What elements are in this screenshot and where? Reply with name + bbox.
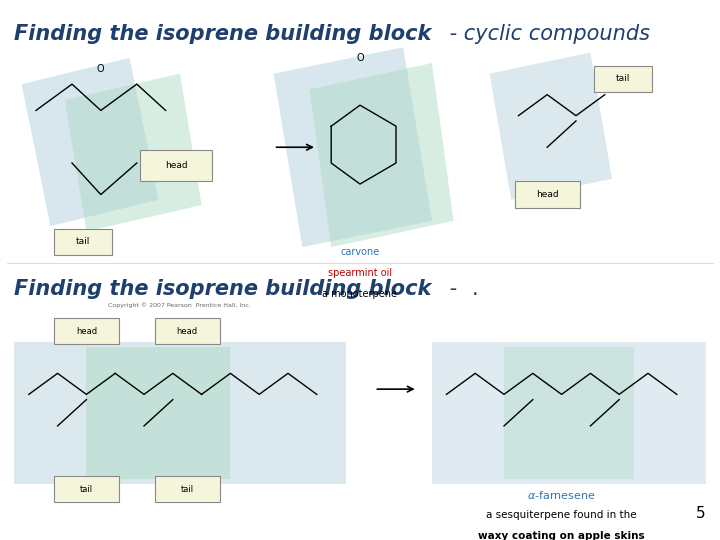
Text: -: - <box>443 279 457 299</box>
FancyBboxPatch shape <box>155 318 220 345</box>
Polygon shape <box>274 48 432 247</box>
Text: head: head <box>176 327 198 336</box>
Text: Finding the isoprene building block: Finding the isoprene building block <box>14 24 432 44</box>
FancyBboxPatch shape <box>54 318 119 345</box>
Text: head: head <box>76 327 97 336</box>
FancyBboxPatch shape <box>432 342 706 484</box>
FancyBboxPatch shape <box>54 229 112 255</box>
Text: head: head <box>165 161 188 170</box>
Polygon shape <box>22 58 158 226</box>
Text: O: O <box>356 53 364 63</box>
Text: Finding the isoprene building block: Finding the isoprene building block <box>14 279 432 299</box>
Text: tail: tail <box>80 484 93 494</box>
Text: spearmint oil: spearmint oil <box>328 268 392 278</box>
Text: tail: tail <box>616 75 630 83</box>
Text: .: . <box>472 279 478 299</box>
Text: 5: 5 <box>696 505 706 521</box>
Polygon shape <box>490 52 612 200</box>
Text: Copyright © 2007 Pearson  Prentice Hall, Inc.: Copyright © 2007 Pearson Prentice Hall, … <box>108 302 251 308</box>
Polygon shape <box>310 63 454 247</box>
Polygon shape <box>65 73 202 231</box>
Text: head: head <box>536 190 559 199</box>
Text: tail: tail <box>181 484 194 494</box>
FancyBboxPatch shape <box>14 342 346 484</box>
Text: waxy coating on apple skins: waxy coating on apple skins <box>478 531 645 540</box>
Text: - cyclic compounds: - cyclic compounds <box>443 24 649 44</box>
FancyBboxPatch shape <box>86 347 230 478</box>
FancyBboxPatch shape <box>54 476 119 502</box>
FancyBboxPatch shape <box>504 347 634 478</box>
FancyBboxPatch shape <box>155 476 220 502</box>
Text: a sesquiterpene found in the: a sesquiterpene found in the <box>486 510 637 520</box>
FancyBboxPatch shape <box>140 150 212 181</box>
Text: O: O <box>97 64 104 73</box>
Text: carvone: carvone <box>341 247 379 257</box>
Text: tail: tail <box>76 238 90 246</box>
Text: a monoterpene: a monoterpene <box>323 289 397 299</box>
Text: $\alpha$-farnesene: $\alpha$-farnesene <box>527 489 596 501</box>
FancyBboxPatch shape <box>515 181 580 208</box>
FancyBboxPatch shape <box>594 66 652 92</box>
